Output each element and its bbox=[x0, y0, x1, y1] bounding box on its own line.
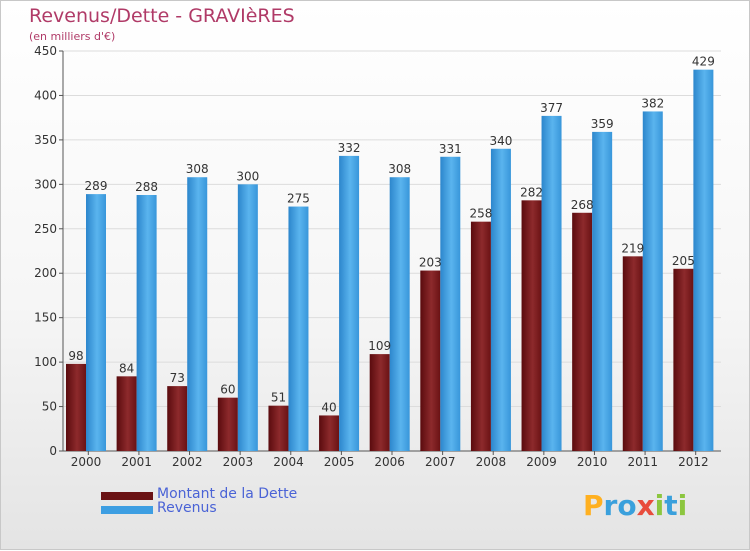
data-label-revenus: 332 bbox=[338, 141, 361, 155]
y-tick-label: 350 bbox=[34, 133, 57, 147]
logo-letter: x bbox=[636, 489, 655, 522]
legend-label-revenus: Revenus bbox=[157, 500, 217, 516]
x-tick-label: 2006 bbox=[374, 455, 405, 469]
data-label-revenus: 289 bbox=[85, 179, 108, 193]
x-tick-label: 2003 bbox=[223, 455, 254, 469]
logo-letter: o bbox=[617, 489, 637, 522]
bar-debt bbox=[369, 354, 390, 451]
y-tick-label: 400 bbox=[34, 88, 57, 102]
y-tick-label: 0 bbox=[49, 444, 57, 458]
x-tick-label: 2002 bbox=[172, 455, 203, 469]
y-tick-label: 200 bbox=[34, 266, 57, 280]
data-labels: 98 289 84 288 73 308 60 300 51 275 40 332 109 308 203 3… bbox=[68, 55, 714, 415]
x-tick-label: 2001 bbox=[121, 455, 152, 469]
y-tick-label: 300 bbox=[34, 177, 57, 191]
bar-debt bbox=[268, 405, 289, 451]
data-label-debt: 203 bbox=[419, 256, 442, 270]
bar-revenus bbox=[389, 177, 410, 451]
bar-revenus bbox=[86, 194, 106, 451]
data-label-revenus: 359 bbox=[591, 117, 614, 131]
bar-revenus bbox=[693, 69, 714, 452]
data-label-debt: 60 bbox=[220, 383, 235, 397]
logo-letter: r bbox=[603, 489, 618, 522]
x-tick-label: 2007 bbox=[425, 455, 456, 469]
data-label-revenus: 275 bbox=[287, 192, 310, 206]
bar-revenus bbox=[237, 184, 258, 452]
legend-swatch-revenus bbox=[101, 506, 153, 514]
bar-revenus bbox=[187, 177, 208, 451]
data-label-debt: 268 bbox=[571, 198, 594, 212]
bar-revenus bbox=[541, 115, 562, 451]
bar-revenus bbox=[592, 131, 613, 451]
bar-revenus bbox=[339, 155, 360, 451]
data-label-revenus: 300 bbox=[236, 169, 259, 183]
data-label-debt: 219 bbox=[621, 241, 644, 255]
data-label-debt: 109 bbox=[368, 339, 391, 353]
proxiti-logo: Proxiti bbox=[583, 489, 687, 522]
x-tick-label: 2011 bbox=[627, 455, 658, 469]
y-tick-label: 250 bbox=[34, 222, 57, 236]
bar-debt bbox=[217, 397, 238, 451]
data-label-revenus: 340 bbox=[489, 134, 512, 148]
data-label-debt: 282 bbox=[520, 185, 543, 199]
data-label-debt: 84 bbox=[119, 361, 134, 375]
y-tick-label: 50 bbox=[42, 400, 57, 414]
data-label-revenus: 308 bbox=[186, 162, 209, 176]
bar-revenus bbox=[440, 156, 461, 451]
logo-letter: i bbox=[677, 489, 688, 522]
data-label-debt: 258 bbox=[469, 207, 492, 221]
logo-letter: i bbox=[654, 489, 665, 522]
bar-revenus bbox=[136, 195, 157, 451]
y-tick-label: 100 bbox=[34, 355, 57, 369]
x-tick-label: 2008 bbox=[476, 455, 507, 469]
bar-debt bbox=[319, 415, 340, 451]
data-label-debt: 40 bbox=[321, 400, 336, 414]
bar-debt bbox=[66, 363, 86, 451]
bar-debt bbox=[521, 200, 542, 451]
bar-debt bbox=[622, 256, 643, 451]
data-label-debt: 73 bbox=[170, 371, 185, 385]
bar-debt bbox=[572, 212, 593, 451]
bar-debt bbox=[420, 270, 441, 451]
x-tick-label: 2012 bbox=[678, 455, 709, 469]
chart-subtitle: (en milliers d'€) bbox=[29, 30, 116, 43]
data-label-revenus: 429 bbox=[692, 55, 715, 69]
bar-debt bbox=[673, 268, 694, 451]
data-label-revenus: 288 bbox=[135, 180, 158, 194]
x-tick-label: 2010 bbox=[577, 455, 608, 469]
data-label-debt: 98 bbox=[68, 349, 83, 363]
chart-title: Revenus/Dette - GRAVIèRES bbox=[29, 5, 295, 27]
bar-revenus bbox=[642, 111, 663, 451]
legend-label-debt: Montant de la Dette bbox=[157, 486, 298, 502]
legend-swatch-debt bbox=[101, 492, 153, 500]
data-label-revenus: 382 bbox=[641, 96, 664, 110]
bar-revenus bbox=[288, 206, 309, 451]
data-label-revenus: 331 bbox=[439, 142, 462, 156]
x-tick-label: 2005 bbox=[324, 455, 355, 469]
data-label-debt: 51 bbox=[271, 391, 286, 405]
data-label-revenus: 308 bbox=[388, 162, 411, 176]
y-tick-label: 450 bbox=[34, 44, 57, 58]
y-tick-label: 150 bbox=[34, 311, 57, 325]
logo-letter: P bbox=[583, 489, 604, 522]
data-label-revenus: 377 bbox=[540, 101, 563, 115]
bar-debt bbox=[167, 386, 188, 451]
data-label-debt: 205 bbox=[672, 254, 695, 268]
x-tick-label: 2004 bbox=[273, 455, 304, 469]
bar-debt bbox=[116, 376, 137, 451]
x-tick-label: 2009 bbox=[526, 455, 557, 469]
bars bbox=[66, 69, 714, 452]
logo-letter: t bbox=[664, 489, 678, 522]
x-tick-label: 2000 bbox=[71, 455, 102, 469]
bar-debt bbox=[470, 221, 491, 451]
bar-revenus bbox=[490, 148, 511, 451]
